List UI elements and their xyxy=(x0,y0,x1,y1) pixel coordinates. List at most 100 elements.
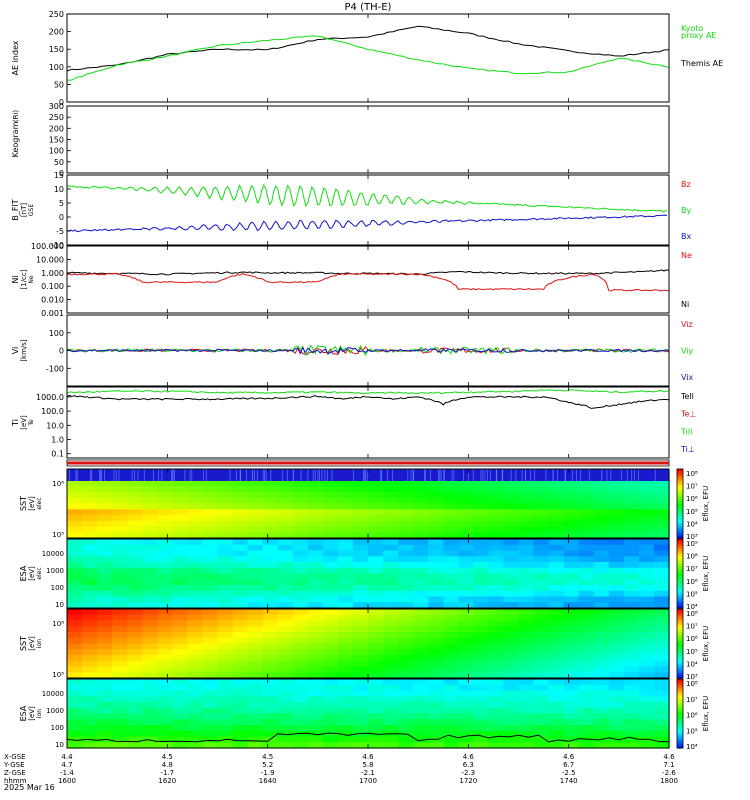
heatmap-cell xyxy=(458,684,474,692)
heatmap-cell xyxy=(548,649,565,656)
band-stripe xyxy=(115,469,117,481)
heatmap-cell xyxy=(533,666,550,673)
heatmap-cell xyxy=(247,526,264,533)
y-tick-label: 0.100 xyxy=(41,282,64,291)
heatmap-cell xyxy=(548,690,565,697)
heatmap-cell xyxy=(97,696,113,703)
colorbar-cell xyxy=(677,552,683,556)
heatmap-cell xyxy=(292,486,309,493)
heatmap-cell xyxy=(608,730,625,738)
heatmap-cell xyxy=(593,539,610,546)
heatmap-cell xyxy=(172,660,189,668)
heatmap-cell xyxy=(307,532,324,539)
heatmap-cell xyxy=(82,602,98,609)
heatmap-cell xyxy=(458,532,474,539)
heatmap-cell xyxy=(112,672,128,679)
colorbar-cell xyxy=(677,666,683,670)
footer-value: 5.2 xyxy=(262,761,273,769)
heatmap-cell xyxy=(187,620,204,627)
heatmap-cell xyxy=(488,643,505,650)
band-stripe xyxy=(191,469,193,481)
heatmap-cell xyxy=(518,486,535,493)
y-axis-unit: [nT] xyxy=(20,203,28,217)
heatmap-cell xyxy=(307,579,324,586)
colorbar-cell xyxy=(677,605,683,609)
heatmap-cell xyxy=(563,526,580,533)
heatmap-cell xyxy=(488,637,505,645)
heatmap-cell xyxy=(352,509,369,516)
heatmap-cell xyxy=(307,649,324,656)
band-stripe xyxy=(174,469,175,481)
panel-frame xyxy=(66,245,670,314)
heatmap-cell xyxy=(97,497,113,505)
heatmap-cell xyxy=(232,637,249,645)
heatmap-cell xyxy=(443,515,459,522)
heatmap-cell xyxy=(337,602,354,609)
heatmap-cell xyxy=(262,544,279,552)
heatmap-cell xyxy=(172,556,189,563)
heatmap-cell xyxy=(157,602,173,609)
heatmap-cell xyxy=(563,649,580,656)
heatmap-cell xyxy=(97,503,113,510)
heatmap-cell xyxy=(608,539,625,546)
heatmap-cell xyxy=(383,609,399,616)
heatmap-cell xyxy=(443,660,459,668)
heatmap-cell xyxy=(232,486,249,493)
heatmap-cell xyxy=(428,614,444,622)
heatmap-cell xyxy=(654,562,670,569)
heatmap-cell xyxy=(473,643,490,650)
heatmap-cell xyxy=(157,672,173,679)
heatmap-cell xyxy=(307,492,324,499)
heatmap-cell xyxy=(157,515,173,522)
heatmap-cell xyxy=(443,725,459,732)
heatmap-cell xyxy=(638,690,655,697)
heatmap-cell xyxy=(262,660,279,668)
band-stripe xyxy=(307,469,309,481)
heatmap-cell xyxy=(97,702,113,709)
heatmap-cell xyxy=(623,562,640,569)
band-stripe xyxy=(572,469,573,481)
heatmap-cell xyxy=(548,609,565,616)
heatmap-cell xyxy=(127,596,143,603)
heatmap-cell xyxy=(608,690,625,697)
heatmap-cell xyxy=(398,696,414,703)
heatmap-cell xyxy=(413,550,429,557)
colorbar-cell xyxy=(677,713,683,717)
heatmap-cell xyxy=(127,567,143,575)
heatmap-cell xyxy=(202,585,219,592)
band-stripe xyxy=(265,469,267,481)
heatmap-cell xyxy=(533,602,550,609)
heatmap-cell xyxy=(428,480,444,487)
colorbar-cell xyxy=(677,539,683,542)
band-stripe xyxy=(487,469,488,481)
heatmap-cell xyxy=(638,497,655,505)
heatmap-cell xyxy=(97,526,113,533)
heatmap-cell xyxy=(533,696,550,703)
band-stripe xyxy=(565,469,566,481)
heatmap-cell xyxy=(398,655,414,662)
heatmap-cell xyxy=(217,544,234,552)
heatmap-cell xyxy=(443,562,459,569)
heatmap-cell xyxy=(292,497,309,505)
heatmap-cell xyxy=(368,480,384,487)
colorbar-cell xyxy=(677,555,683,558)
heatmap-cell xyxy=(292,602,309,609)
colorbar-cell xyxy=(677,659,683,663)
heatmap-cell xyxy=(82,573,98,580)
band-stripe xyxy=(134,469,135,481)
y-axis-coord: elec xyxy=(36,567,43,579)
y-tick-label: 10⁵ xyxy=(52,671,64,679)
heatmap-cell xyxy=(413,497,429,505)
heatmap-cell xyxy=(337,736,354,743)
heatmap-cell xyxy=(322,696,339,703)
colorbar-cell xyxy=(677,564,683,568)
heatmap-cell xyxy=(157,539,173,546)
band-stripe xyxy=(364,469,366,481)
y-tick-label: 10000 xyxy=(42,690,64,698)
footer-row-label: hhmm xyxy=(4,777,27,785)
colorbar-cell xyxy=(677,587,683,591)
heatmap-cell xyxy=(67,585,83,592)
heatmap-cell xyxy=(307,486,324,493)
heatmap-cell xyxy=(533,509,550,516)
heatmap-cell xyxy=(292,596,309,603)
